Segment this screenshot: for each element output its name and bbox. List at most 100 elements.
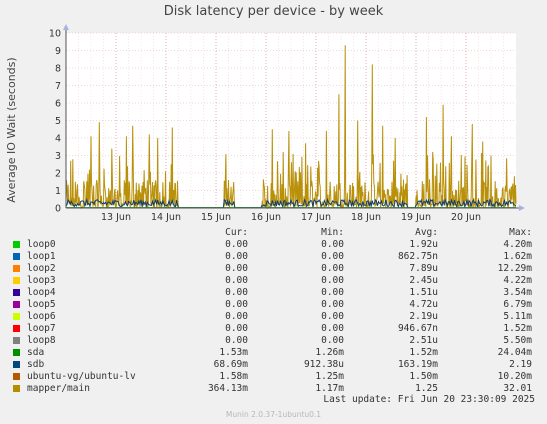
y-axis-arrow [63, 24, 69, 30]
legend-series-name: sda [27, 347, 45, 358]
legend-swatch [13, 337, 20, 344]
legend-header-max: Max: [509, 227, 532, 238]
legend-table: Cur: Min: Avg: Max: loop0 0.00 0.00 1.92u 4.… [10, 227, 542, 395]
y-tick-label: 4 [55, 134, 61, 145]
legend-min: 0.00 [321, 335, 344, 346]
legend-avg: 1.51u [409, 287, 438, 298]
legend-max: 4.22m [503, 275, 532, 286]
legend-swatch [13, 277, 20, 284]
y-tick-label: 2 [55, 169, 61, 180]
y-tick-label: 8 [55, 64, 61, 75]
y-tick-label: 5 [55, 116, 61, 127]
legend-row: loop5 0.00 0.00 4.72u 6.79m [10, 299, 542, 311]
legend-series-name: loop2 [27, 263, 56, 274]
x-axis-arrow [519, 205, 525, 211]
y-tick-label: 10 [49, 29, 61, 40]
legend-min: 1.17m [315, 383, 344, 394]
legend-avg: 2.45u [409, 275, 438, 286]
legend-max: 5.50m [503, 335, 532, 346]
legend-row: sdb 68.69m 912.38u 163.19m 2.19 [10, 359, 542, 371]
last-update: Last update: Fri Jun 20 23:30:09 2025 [323, 394, 535, 405]
legend-row: loop0 0.00 0.00 1.92u 4.20m [10, 239, 542, 251]
legend-cur: 0.00 [225, 299, 248, 310]
legend-swatch [13, 325, 20, 332]
legend-max: 24.04m [497, 347, 532, 358]
x-tick-label: 19 Jun [401, 212, 431, 223]
legend-header: Cur: Min: Avg: Max: [10, 227, 542, 239]
legend-row: loop6 0.00 0.00 2.19u 5.11m [10, 311, 542, 323]
legend-avg: 4.72u [409, 299, 438, 310]
y-tick-label: 0 [55, 204, 61, 215]
legend-cur: 364.13m [207, 383, 248, 394]
chart-title: Disk latency per device - by week [163, 4, 384, 19]
legend-rows: loop0 0.00 0.00 1.92u 4.20m loop1 0.00 0.00 862.… [10, 239, 542, 395]
legend-row: loop1 0.00 0.00 862.75n 1.62m [10, 251, 542, 263]
legend-avg: 946.67n [397, 323, 438, 334]
legend-cur: 0.00 [225, 263, 248, 274]
legend-avg: 2.51u [409, 335, 438, 346]
x-tick-label: 13 Jun [101, 212, 131, 223]
legend-header-avg: Avg: [415, 227, 438, 238]
legend-min: 0.00 [321, 311, 344, 322]
legend-cur: 0.00 [225, 239, 248, 250]
legend-avg: 1.92u [409, 239, 438, 250]
legend-min: 0.00 [321, 251, 344, 262]
legend-avg: 7.89u [409, 263, 438, 274]
legend-min: 0.00 [321, 287, 344, 298]
legend-series-name: sdb [27, 359, 45, 370]
legend-series-name: loop8 [27, 335, 56, 346]
x-tick-label: 17 Jun [301, 212, 331, 223]
legend-avg: 1.50m [409, 371, 438, 382]
series-line-mapper-main [65, 45, 517, 210]
legend-row: mapper/main 364.13m 1.17m 1.25 32.01 [10, 383, 542, 395]
x-tick-label: 20 Jun [451, 212, 481, 223]
legend-row: loop8 0.00 0.00 2.51u 5.50m [10, 335, 542, 347]
legend-row: sda 1.53m 1.26m 1.52m 24.04m [10, 347, 542, 359]
legend-row: loop3 0.00 0.00 2.45u 4.22m [10, 275, 542, 287]
legend-series-name: loop7 [27, 323, 56, 334]
legend-swatch [13, 349, 20, 356]
legend-row: loop2 0.00 0.00 7.89u 12.29m [10, 263, 542, 275]
legend-avg: 1.52m [409, 347, 438, 358]
y-tick-label: 3 [55, 151, 61, 162]
legend-avg: 862.75n [397, 251, 438, 262]
x-tick-label: 15 Jun [201, 212, 231, 223]
legend-swatch [13, 361, 20, 368]
legend-cur: 1.53m [219, 347, 248, 358]
series-line-sdb [65, 197, 517, 209]
y-tick-label: 6 [55, 99, 61, 110]
legend-max: 1.62m [503, 251, 532, 262]
legend-series-name: loop3 [27, 275, 56, 286]
legend-max: 1.52m [503, 323, 532, 334]
legend-series-name: loop6 [27, 311, 56, 322]
x-tick-label: 18 Jun [351, 212, 381, 223]
legend-min: 0.00 [321, 239, 344, 250]
legend-swatch [13, 289, 20, 296]
legend-avg: 163.19m [397, 359, 438, 370]
legend-swatch [13, 301, 20, 308]
legend-cur: 1.58m [219, 371, 248, 382]
legend-cur: 68.69m [213, 359, 248, 370]
legend-header-min: Min: [321, 227, 344, 238]
legend-max: 2.19 [509, 359, 532, 370]
legend-min: 0.00 [321, 323, 344, 334]
legend-avg: 1.25 [415, 383, 438, 394]
legend-swatch [13, 241, 20, 248]
y-tick-label: 7 [55, 81, 61, 92]
legend-cur: 0.00 [225, 311, 248, 322]
x-tick-label: 14 Jun [151, 212, 181, 223]
legend-series-name: loop0 [27, 239, 56, 250]
legend-series-name: ubuntu-vg/ubuntu-lv [27, 371, 136, 382]
legend-cur: 0.00 [225, 287, 248, 298]
munin-version: Munin 2.0.37-1ubuntu0.1 [225, 410, 322, 419]
x-tick-label: 16 Jun [251, 212, 281, 223]
legend-series-name: loop1 [27, 251, 56, 262]
legend-swatch [13, 373, 20, 380]
legend-avg: 2.19u [409, 311, 438, 322]
legend-max: 32.01 [503, 383, 532, 394]
legend-max: 6.79m [503, 299, 532, 310]
legend-cur: 0.00 [225, 275, 248, 286]
legend-swatch [13, 313, 20, 320]
legend-min: 1.25m [315, 371, 344, 382]
legend-max: 10.20m [497, 371, 532, 382]
